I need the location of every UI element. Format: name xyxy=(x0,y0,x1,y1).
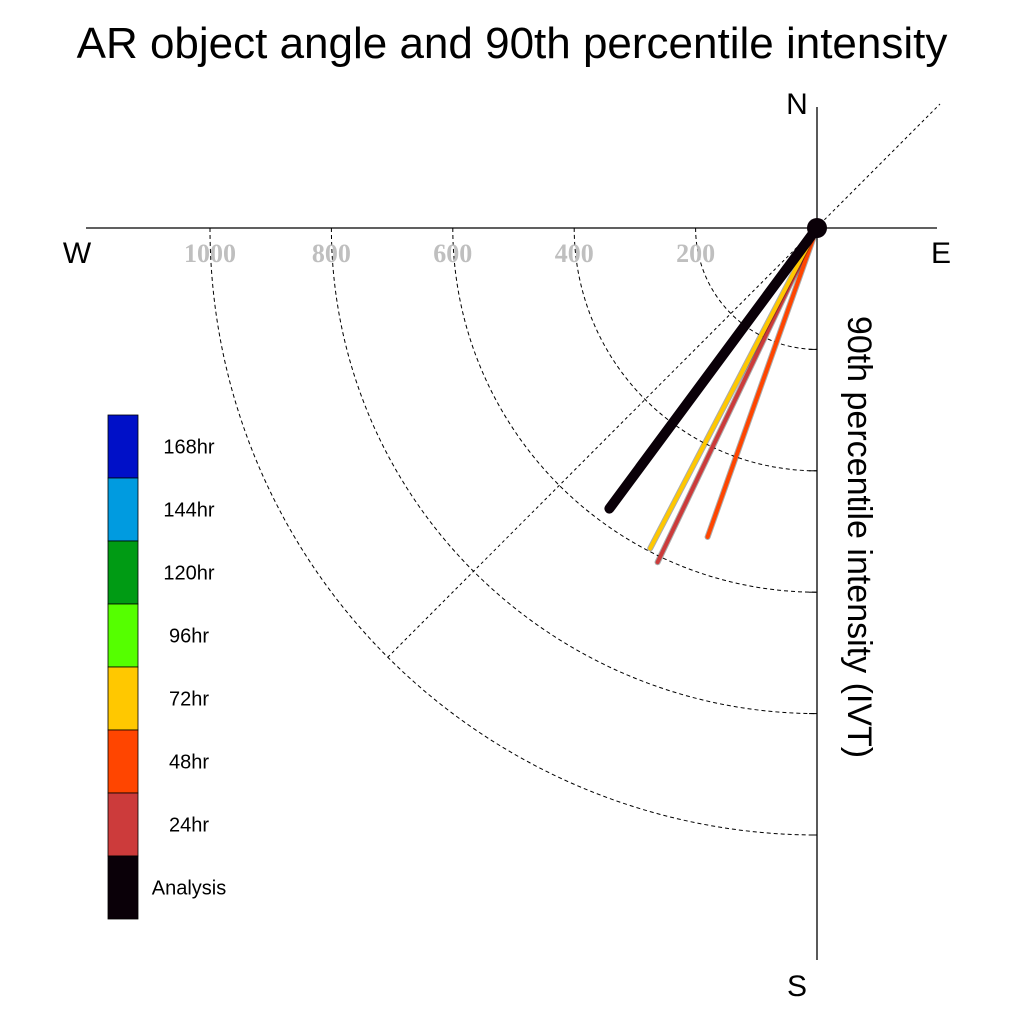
legend-label-120hr: 120hr xyxy=(163,563,214,585)
origin-point xyxy=(807,218,827,238)
grid-group xyxy=(209,103,941,836)
legend-label-48hr: 48hr xyxy=(169,752,209,774)
series-line-analysis xyxy=(604,223,822,514)
compass-north-label: N xyxy=(786,88,808,121)
legend-swatch-144hr xyxy=(107,477,139,542)
legend-swatch-24hr xyxy=(107,792,139,857)
y-axis-label: 90th percentile intensity (IVT) xyxy=(840,316,878,758)
radial-tick-label-600: 600 xyxy=(433,239,472,268)
series-line-24hr xyxy=(655,226,819,565)
radial-tick-label-800: 800 xyxy=(312,239,351,268)
legend-swatch-72hr xyxy=(107,666,139,731)
compass-west-label: W xyxy=(63,237,92,270)
legend-label-72hr: 72hr xyxy=(169,689,209,711)
radial-ticks-group: 200 400 600 800 1000 xyxy=(184,239,817,836)
radial-tick-label-400: 400 xyxy=(555,239,594,268)
compass-south-label: S xyxy=(787,970,807,1003)
radial-tick-label-1000: 1000 xyxy=(184,239,236,268)
legend-swatch-analysis xyxy=(107,855,139,920)
grid-arc-1000 xyxy=(209,227,818,836)
series-line-48hr xyxy=(705,226,819,539)
legend-swatch-168hr xyxy=(107,414,139,479)
chart-title: AR object angle and 90th percentile inte… xyxy=(77,19,948,68)
legend-swatch-120hr xyxy=(107,540,139,605)
grid-arc-200 xyxy=(695,227,818,350)
grid-arc-800 xyxy=(330,227,818,715)
legend: 168hr 144hr 120hr 96hr 72hr 48hr 24hr Analysis xyxy=(107,414,226,920)
legend-label-168hr: 168hr xyxy=(163,437,214,459)
grid-arc-400 xyxy=(573,227,818,472)
radial-tick-label-200: 200 xyxy=(676,239,715,268)
legend-label-144hr: 144hr xyxy=(163,500,214,522)
legend-label-96hr: 96hr xyxy=(169,626,209,648)
legend-swatch-48hr xyxy=(107,729,139,794)
series-group xyxy=(604,218,827,566)
legend-label-analysis: Analysis xyxy=(152,878,226,900)
legend-label-24hr: 24hr xyxy=(169,815,209,837)
legend-swatch-96hr xyxy=(107,603,139,668)
grid-diagonal-line xyxy=(387,103,941,658)
series-line-72hr xyxy=(648,226,819,551)
grid-arc-600 xyxy=(452,227,818,593)
compass-east-label: E xyxy=(931,237,951,270)
axes-group xyxy=(86,107,937,960)
